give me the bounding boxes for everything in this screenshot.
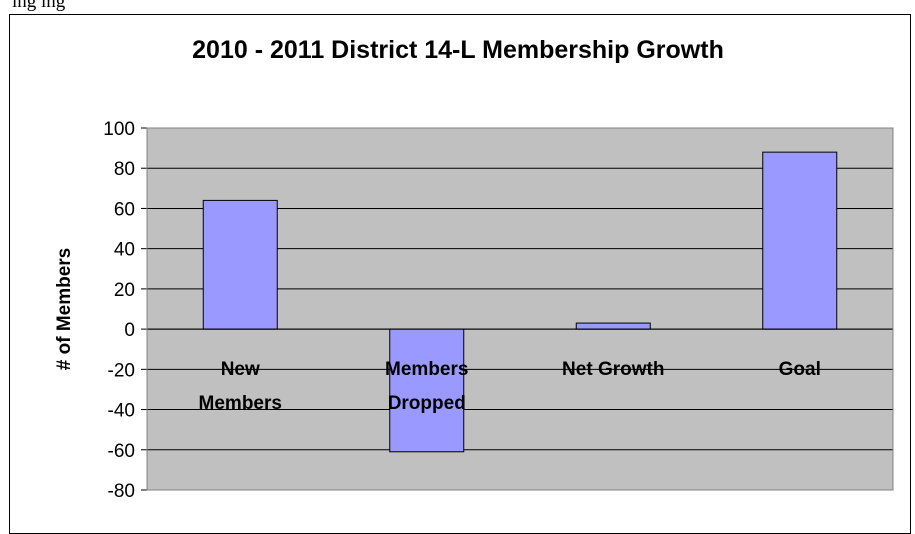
bars <box>202 151 838 453</box>
y-tick-labels: 100 80 60 40 20 0 -20 -40 -60 -80 <box>103 119 135 502</box>
category-labels: New Members Members Dropped Net Growth Goal <box>199 359 821 414</box>
category-label: Net Growth <box>562 359 664 380</box>
bar <box>575 322 651 330</box>
caption-fragment: ing ing <box>12 0 66 12</box>
axes <box>141 127 894 491</box>
bar <box>389 328 465 453</box>
y-axis-label: # of Members <box>54 248 75 370</box>
y-tick-label: -40 <box>108 401 135 422</box>
y-tick-label: 40 <box>114 240 135 261</box>
chart-title: 2010 - 2011 District 14-L Membership Gro… <box>192 36 724 64</box>
y-tick-label: 60 <box>114 199 135 220</box>
y-tick-label: -80 <box>108 481 135 502</box>
y-tick-label: -20 <box>108 360 135 381</box>
y-tick-label: 20 <box>114 280 135 301</box>
y-tick-label: 100 <box>103 119 135 140</box>
y-tick-label: -60 <box>108 441 135 462</box>
category-label: Members Dropped <box>385 359 468 414</box>
category-label: Goal <box>779 359 821 380</box>
y-tick-label: 0 <box>124 320 135 341</box>
y-tick-label: 80 <box>114 159 135 180</box>
category-label: New Members <box>199 359 282 414</box>
bar <box>202 199 278 330</box>
plot-border <box>146 127 894 491</box>
bar <box>762 151 838 330</box>
